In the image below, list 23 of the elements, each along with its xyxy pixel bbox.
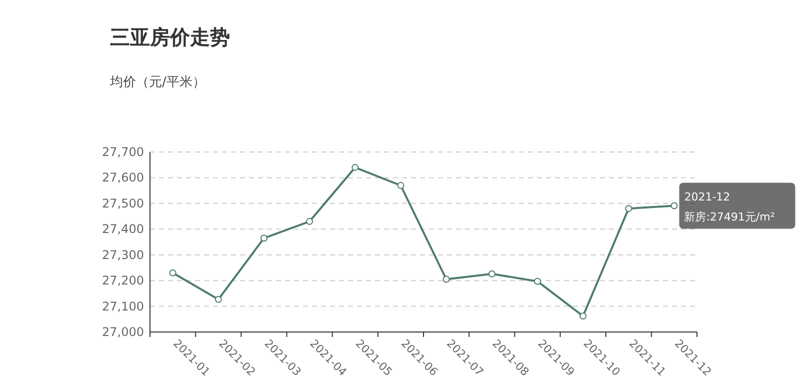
point: [580, 312, 587, 320]
point: [352, 164, 359, 171]
y-tick-label: 27,500: [102, 196, 144, 210]
point: [214, 296, 222, 303]
chart-title: 三亚房价走势: [110, 25, 230, 49]
y-tick-label: 27,700: [102, 145, 144, 159]
y-tick-label: 27,200: [102, 274, 144, 288]
point: [169, 269, 176, 276]
y-axis-title: 均价（元/平米）: [109, 75, 206, 90]
point: [306, 218, 314, 225]
point: [670, 202, 678, 210]
point: [442, 276, 450, 283]
y-tick-label: 27,000: [102, 325, 144, 339]
point: [534, 278, 541, 285]
y-tick-label: 27,400: [102, 222, 144, 236]
point: [625, 205, 632, 212]
point: [397, 182, 404, 189]
y-tick-label: 27,300: [102, 248, 144, 262]
y-tick-label: 27,100: [102, 299, 144, 314]
point: [488, 270, 496, 278]
point: [260, 234, 268, 242]
y-tick-label: 27,600: [102, 170, 144, 185]
annotation: 2021-12 新房:27491元/m²: [684, 190, 775, 224]
